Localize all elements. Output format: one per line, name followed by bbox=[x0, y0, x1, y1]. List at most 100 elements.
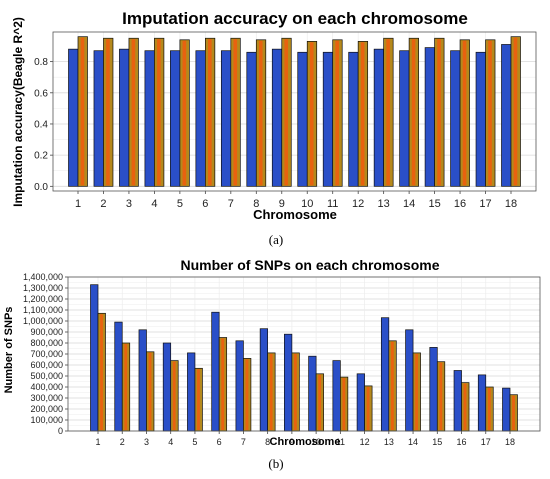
y-axis-title: Imputation accuracy(Beagle R^2) bbox=[11, 17, 25, 207]
bar bbox=[271, 48, 283, 187]
x-axis-title: Chromosome bbox=[253, 207, 337, 222]
bar-left-chr-13 bbox=[373, 48, 384, 187]
bar-right-chr-9 bbox=[281, 37, 292, 187]
bar-left-chr-7 bbox=[220, 50, 232, 187]
x-tick-label: 2 bbox=[100, 198, 106, 210]
bar-left-chr-8 bbox=[259, 328, 268, 432]
bar-highlight bbox=[106, 39, 110, 186]
y-tick-label: 0.4 bbox=[34, 119, 48, 130]
bar-right-chr-14 bbox=[412, 352, 421, 432]
bar-left-chr-16 bbox=[450, 50, 461, 187]
bar-right-chr-1 bbox=[97, 312, 106, 432]
bar-highlight bbox=[488, 40, 492, 186]
y-tick-label: 1,300,000 bbox=[23, 283, 63, 293]
y-tick-label: 0.8 bbox=[34, 57, 48, 68]
bar-highlight bbox=[148, 352, 152, 430]
bar-highlight bbox=[318, 374, 322, 430]
y-tick-label: 200,000 bbox=[30, 404, 63, 414]
x-tick-label: 3 bbox=[126, 198, 132, 210]
bar-right-chr-15 bbox=[434, 37, 445, 187]
bar-highlight bbox=[309, 42, 314, 186]
bar-highlight bbox=[463, 383, 467, 430]
bar bbox=[429, 347, 438, 432]
bar bbox=[450, 50, 461, 187]
bar-right-chr-5 bbox=[179, 39, 190, 187]
x-tick-label: 9 bbox=[289, 437, 294, 447]
x-tick-label: 16 bbox=[454, 198, 466, 210]
bar-highlight bbox=[172, 361, 176, 430]
x-tick-label: 10 bbox=[301, 198, 313, 210]
bar-right-chr-18 bbox=[509, 394, 518, 432]
x-tick-label: 10 bbox=[311, 437, 321, 447]
bar-left-chr-11 bbox=[322, 51, 334, 187]
bar-highlight bbox=[487, 388, 491, 430]
bar-left-chr-14 bbox=[405, 329, 414, 432]
bar-highlight bbox=[366, 386, 370, 430]
bar bbox=[138, 329, 147, 432]
bar bbox=[93, 50, 104, 187]
bar bbox=[246, 51, 257, 187]
bar-left-chr-2 bbox=[114, 321, 123, 432]
bar-highlight bbox=[335, 40, 339, 186]
x-tick-label: 6 bbox=[202, 198, 208, 210]
bar-left-chr-14 bbox=[399, 50, 410, 187]
bar bbox=[284, 333, 293, 432]
bar-left-chr-3 bbox=[119, 48, 130, 187]
bar bbox=[501, 44, 512, 187]
bar bbox=[453, 370, 462, 432]
bar-highlight bbox=[437, 39, 441, 186]
bar-right-chr-2 bbox=[103, 37, 114, 187]
bar-right-chr-10 bbox=[315, 373, 324, 432]
plot-border bbox=[52, 31, 537, 192]
bar-right-chr-11 bbox=[332, 39, 343, 187]
bar-highlight bbox=[390, 341, 394, 430]
bar-left-chr-4 bbox=[144, 50, 155, 187]
x-tick-label: 1 bbox=[95, 437, 100, 447]
bar-right-chr-6 bbox=[218, 337, 228, 432]
bar-right-chr-4 bbox=[154, 37, 165, 187]
bar-left-chr-5 bbox=[170, 50, 181, 187]
bar-left-chr-2 bbox=[93, 50, 104, 187]
y-tick-label: 0.0 bbox=[34, 182, 48, 193]
bar-left-chr-6 bbox=[195, 50, 206, 187]
bar bbox=[380, 317, 390, 432]
snp-count-chart: Number of SNPs on each chromosome 0100,0… bbox=[3, 257, 541, 471]
bar-highlight bbox=[208, 39, 212, 186]
y-tick-label: 600,000 bbox=[30, 360, 63, 370]
panel-label-b: (b) bbox=[268, 456, 283, 471]
bar-left-chr-7 bbox=[235, 340, 244, 432]
bar-right-chr-18 bbox=[510, 36, 521, 187]
bar-highlight bbox=[512, 395, 515, 430]
y-tick-label: 500,000 bbox=[30, 371, 63, 381]
bar-right-chr-15 bbox=[436, 361, 446, 432]
bar-highlight bbox=[360, 42, 365, 186]
bar-left-chr-11 bbox=[332, 360, 341, 432]
bar-right-chr-17 bbox=[485, 386, 494, 432]
bar-highlight bbox=[462, 40, 467, 186]
x-axis-title: Chromosome bbox=[270, 436, 341, 448]
bar-highlight bbox=[415, 353, 419, 430]
bar-right-chr-16 bbox=[459, 39, 470, 187]
bar-left-chr-15 bbox=[429, 347, 438, 432]
bar bbox=[308, 355, 317, 432]
bar-left-chr-6 bbox=[211, 311, 220, 432]
bar bbox=[162, 342, 172, 432]
bar-right-chr-4 bbox=[170, 360, 179, 432]
bar bbox=[68, 48, 79, 187]
bar bbox=[259, 328, 268, 432]
bar-right-chr-8 bbox=[267, 352, 276, 432]
x-tick-label: 13 bbox=[384, 437, 394, 447]
x-tick-label: 17 bbox=[481, 437, 491, 447]
bar-right-chr-5 bbox=[194, 367, 203, 432]
bar-right-chr-3 bbox=[146, 351, 155, 432]
x-tick-label: 14 bbox=[408, 437, 418, 447]
bar-highlight bbox=[411, 39, 416, 186]
bar-highlight bbox=[197, 369, 200, 430]
bar bbox=[322, 51, 334, 187]
chart-title: Imputation accuracy on each chromosome bbox=[122, 9, 468, 28]
bar-left-chr-15 bbox=[424, 47, 435, 187]
y-tick-label: 900,000 bbox=[30, 327, 63, 337]
bar-right-chr-10 bbox=[306, 41, 318, 187]
x-tick-label: 17 bbox=[479, 198, 491, 210]
bar bbox=[211, 311, 220, 432]
